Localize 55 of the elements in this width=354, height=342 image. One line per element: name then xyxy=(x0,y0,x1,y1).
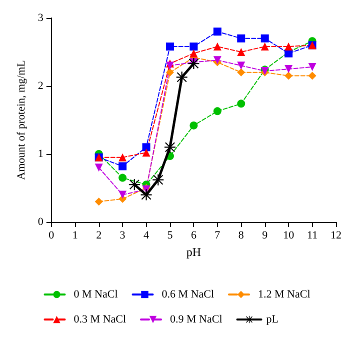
point xyxy=(166,42,174,51)
point xyxy=(190,49,198,58)
x-tick-label: 0 xyxy=(48,230,55,242)
point xyxy=(284,65,293,73)
x-tick-label: 5 xyxy=(167,230,174,242)
x-tick-label: 6 xyxy=(190,230,197,242)
point xyxy=(237,100,246,108)
point xyxy=(237,48,246,56)
point xyxy=(260,42,269,51)
y-tick-label: 0 xyxy=(38,216,44,228)
point xyxy=(308,72,316,80)
x-tick-label: 9 xyxy=(262,230,268,242)
point xyxy=(213,42,222,51)
point xyxy=(118,174,127,182)
point xyxy=(118,162,127,170)
point xyxy=(142,148,150,157)
x-tick-label: 12 xyxy=(330,230,342,242)
point xyxy=(118,153,127,162)
point xyxy=(166,68,174,76)
point xyxy=(190,121,198,130)
y-tick-label: 3 xyxy=(38,12,44,24)
point xyxy=(237,68,246,76)
point xyxy=(260,34,269,42)
x-tick-label: 11 xyxy=(306,230,318,242)
y-axis-title: Amount of protein, mg/mL xyxy=(16,60,28,180)
point xyxy=(94,198,103,206)
legend-label: pL xyxy=(266,314,279,326)
point xyxy=(190,42,198,51)
legend-label: 0 M NaCl xyxy=(74,288,118,300)
point xyxy=(213,28,222,36)
x-tick-label: 1 xyxy=(72,230,78,242)
legend-label: 0.9 M NaCl xyxy=(170,314,222,326)
point xyxy=(284,72,293,80)
point xyxy=(237,34,246,42)
legend-label: 1.2 M NaCl xyxy=(258,288,310,300)
legend-label: 0.6 M NaCl xyxy=(162,288,214,300)
x-tick-label: 7 xyxy=(214,230,221,242)
y-tick-label: 1 xyxy=(38,148,44,160)
point xyxy=(188,58,200,70)
y-tick-label: 2 xyxy=(38,80,44,92)
point xyxy=(140,189,152,200)
point xyxy=(284,42,293,51)
point xyxy=(118,190,127,199)
point xyxy=(94,164,103,172)
legend-label: 0.3 M NaCl xyxy=(74,314,126,326)
point xyxy=(308,62,316,71)
x-tick-label: 4 xyxy=(144,230,150,242)
x-axis-title: pH xyxy=(186,244,202,259)
point xyxy=(142,143,150,152)
point xyxy=(237,62,246,70)
x-tick-label: 8 xyxy=(238,230,244,242)
x-tick-label: 2 xyxy=(96,230,102,242)
point xyxy=(213,107,222,116)
x-tick-label: 10 xyxy=(283,230,295,242)
x-tick-label: 3 xyxy=(120,230,126,242)
